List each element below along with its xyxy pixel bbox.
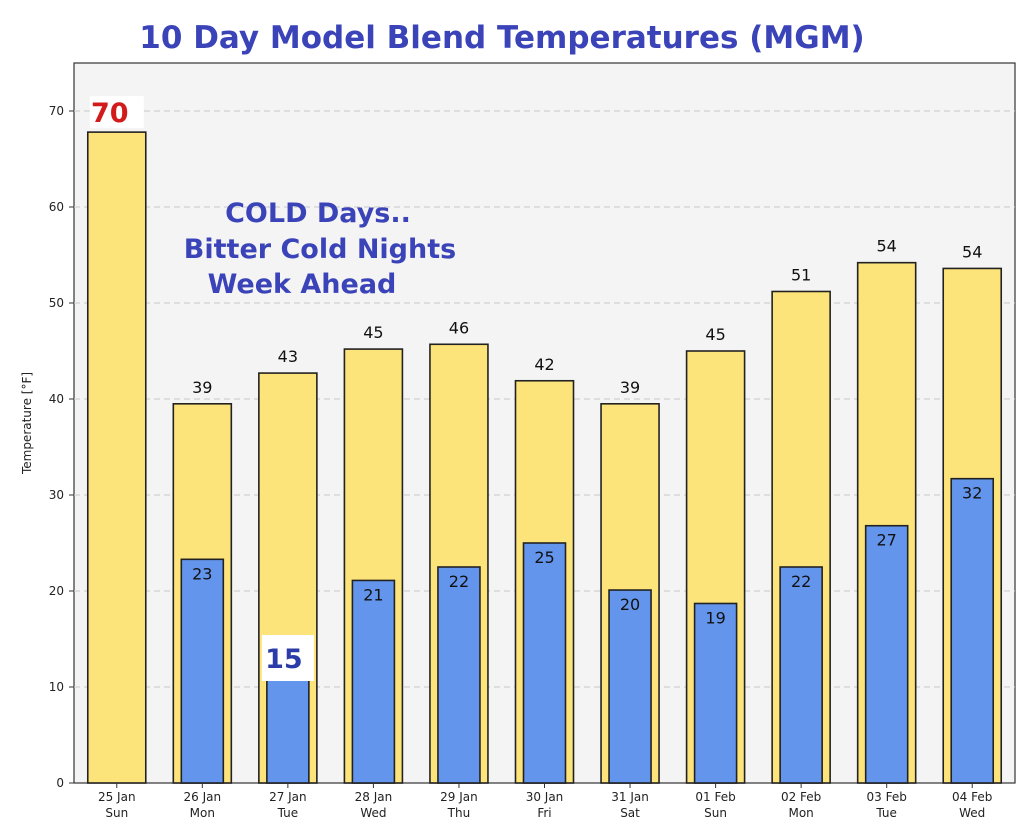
x-tick-day: Wed: [360, 806, 386, 820]
x-tick-date: 04 Feb: [952, 790, 992, 804]
y-axis: 0 10 20 30 40 50 60 70: [49, 104, 74, 790]
high-data-label: 42: [534, 355, 554, 374]
high-data-label: 39: [620, 378, 640, 397]
x-tick-date: 01 Feb: [695, 790, 735, 804]
x-tick-date: 26 Jan: [184, 790, 222, 804]
y-tick-label: 60: [49, 200, 64, 214]
note-line-3: Week Ahead: [208, 269, 397, 300]
high-data-label: 54: [962, 242, 982, 261]
low-data-label: 23: [192, 564, 212, 583]
high-data-label: 70: [91, 98, 129, 129]
high-data-label: 54: [877, 237, 897, 256]
low-bar: [437, 566, 481, 784]
x-tick-date: 25 Jan: [98, 790, 136, 804]
high-data-label: 43: [278, 347, 298, 366]
low-bar: [864, 524, 909, 784]
y-axis-title: Temperature [°F]: [20, 372, 34, 475]
low-bar: [522, 542, 567, 784]
x-tick-day: Mon: [788, 806, 813, 820]
y-tick-label: 30: [49, 488, 64, 502]
x-tick-date: 30 Jan: [526, 790, 564, 804]
x-tick-date: 03 Feb: [867, 790, 907, 804]
high-data-label: 51: [791, 265, 811, 284]
y-tick-label: 20: [49, 584, 64, 598]
high-data-label: 46: [449, 318, 469, 337]
x-tick-day: Tue: [875, 806, 897, 820]
note-line-2: Bitter Cold Nights: [184, 234, 456, 265]
x-tick-day: Fri: [537, 806, 551, 820]
note-line-1: COLD Days..: [225, 198, 411, 229]
x-tick-date: 27 Jan: [269, 790, 307, 804]
x-tick-date: 31 Jan: [611, 790, 649, 804]
high-data-label: 45: [705, 325, 725, 344]
low-bar: [779, 566, 823, 784]
chart-title: 10 Day Model Blend Temperatures (MGM): [139, 20, 864, 56]
high-data-label: 45: [363, 323, 383, 342]
x-tick-date: 28 Jan: [355, 790, 393, 804]
high-bar: [86, 131, 147, 784]
x-tick-day: Sun: [704, 806, 727, 820]
x-tick-date: 02 Feb: [781, 790, 821, 804]
x-tick-date: 29 Jan: [440, 790, 478, 804]
y-tick-label: 40: [49, 392, 64, 406]
low-bar: [608, 589, 652, 784]
high-callout-box: [89, 96, 144, 129]
x-axis: 25 Jan Sun 26 Jan Mon 27 Jan Tue 28 Jan Wed 29 J…: [98, 783, 992, 820]
high-data-label: 39: [192, 378, 212, 397]
x-tick-day: Sun: [105, 806, 128, 820]
low-bar: [351, 579, 396, 784]
y-tick-label: 0: [56, 776, 64, 790]
low-data-label: 32: [962, 484, 982, 503]
low-bar: [950, 477, 995, 784]
low-data-label: 19: [705, 608, 725, 627]
annotation-note: COLD Days.. Bitter Cold Nights Week Ahea…: [184, 198, 456, 300]
y-tick-label: 70: [49, 104, 64, 118]
low-callout-box: [261, 635, 314, 681]
y-tick-label: 10: [49, 680, 64, 694]
low-data-label: 27: [877, 531, 897, 550]
low-bar: [693, 602, 738, 784]
x-tick-day: Wed: [959, 806, 985, 820]
low-data-label: 15: [265, 644, 303, 675]
y-tick-label: 50: [49, 296, 64, 310]
x-tick-day: Mon: [190, 806, 215, 820]
x-tick-day: Sat: [620, 806, 640, 820]
low-data-label: 22: [791, 572, 811, 591]
low-data-label: 25: [534, 548, 554, 567]
low-bar: [180, 558, 225, 784]
x-tick-day: Thu: [447, 806, 471, 820]
x-tick-day: Tue: [277, 806, 299, 820]
low-data-label: 20: [620, 595, 640, 614]
low-data-label: 22: [449, 572, 469, 591]
low-data-label: 21: [363, 585, 383, 604]
